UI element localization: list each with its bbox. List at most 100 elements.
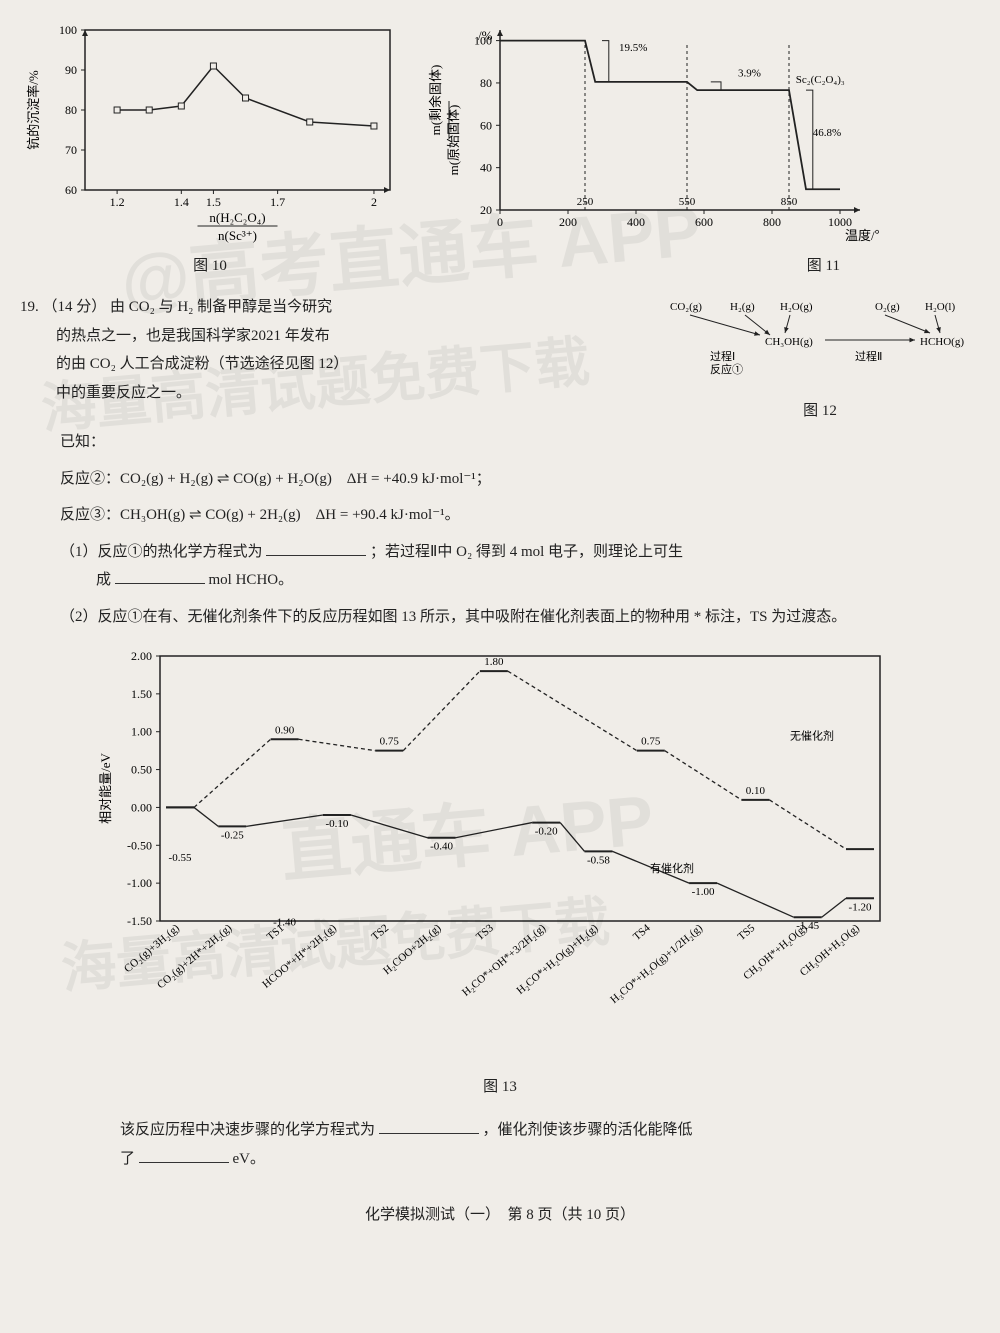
- svg-text:60: 60: [480, 118, 492, 132]
- svg-text:-0.10: -0.10: [325, 818, 348, 830]
- q19-part1-a: （1）反应①的热化学方程式为: [60, 544, 263, 560]
- blank-step[interactable]: [379, 1118, 479, 1134]
- svg-text:250: 250: [577, 196, 594, 208]
- q19-intro-l4: 中的重要反应之一。: [56, 385, 191, 401]
- svg-text:-1.00: -1.00: [692, 886, 715, 898]
- svg-text:H₂COO+2H₂(g): H₂COO+2H₂(g): [381, 922, 444, 977]
- q19-part1-d: mol HCHO。: [209, 572, 294, 588]
- q19-bottom-a: 该反应历程中决速步骤的化学方程式为: [120, 1122, 375, 1138]
- svg-text:0.10: 0.10: [746, 785, 766, 797]
- q19-bottom-d: eV。: [233, 1151, 266, 1167]
- svg-text:过程Ⅰ: 过程Ⅰ: [710, 350, 735, 363]
- svg-text:1.50: 1.50: [131, 687, 152, 701]
- svg-text:90: 90: [65, 63, 77, 77]
- svg-text:1.4: 1.4: [174, 195, 189, 209]
- svg-text:CH₃OH(g): CH₃OH(g): [765, 336, 813, 348]
- svg-text:H₂(g): H₂(g): [730, 301, 755, 313]
- svg-text:-1.00: -1.00: [127, 876, 152, 890]
- q19-bottom: 该反应历程中决速步骤的化学方程式为 ，催化剂使该步骤的活化能降低 了 eV。: [120, 1116, 980, 1173]
- q19-points: （14 分）: [43, 299, 107, 315]
- svg-text:-0.20: -0.20: [535, 826, 558, 838]
- svg-text:H₃CO*+H₂O(g)+1/2H₂(g): H₃CO*+H₂O(g)+1/2H₂(g): [608, 922, 705, 1006]
- blank-mol[interactable]: [115, 568, 205, 584]
- q19-intro-l1: 由 CO₂ 与 H₂ 制备甲醇是当今研究: [110, 299, 332, 315]
- q19-part1-b: ；若过程Ⅱ中 O₂ 得到 4 mol 电子，则理论上可生: [370, 544, 683, 560]
- svg-text:-0.40: -0.40: [430, 841, 453, 853]
- svg-text:过程Ⅱ: 过程Ⅱ: [855, 350, 882, 363]
- blank-ev[interactable]: [139, 1147, 229, 1163]
- svg-text:800: 800: [763, 215, 781, 229]
- q19-intro-l2: 的热点之一，也是我国科学家2021 年发布: [56, 328, 330, 344]
- svg-text:-1.20: -1.20: [849, 901, 872, 913]
- svg-text:46.8%: 46.8%: [813, 127, 841, 139]
- svg-text:n(Sc³⁺): n(Sc³⁺): [218, 228, 257, 243]
- q19-part2: （2）反应①在有、无催化剂条件下的反应历程如图 13 所示，其中吸附在催化剂表面…: [60, 603, 980, 632]
- fig12: CO₂(g)H₂(g)H₂O(g)O₂(g)H₂O(l)CH₃OH(g)HCHO…: [660, 285, 980, 420]
- svg-text:-0.25: -0.25: [221, 829, 244, 841]
- svg-text:/%: /%: [478, 28, 493, 43]
- chart10: 607080901001.21.41.51.72钪的沉淀率/%n(H₂C₂O₄)…: [20, 20, 400, 275]
- svg-text:400: 400: [627, 215, 645, 229]
- svg-text:2: 2: [371, 195, 377, 209]
- fig12-caption: 图 12: [660, 399, 980, 420]
- svg-text:m(原始固体): m(原始固体): [446, 105, 461, 176]
- q19-bottom-c: 了: [120, 1151, 135, 1167]
- svg-text:19.5%: 19.5%: [619, 42, 647, 54]
- q19-intro-l3: 的由 CO₂ 人工合成淀粉（节选途径见图 12）: [56, 356, 348, 372]
- svg-text:0: 0: [497, 215, 503, 229]
- svg-text:80: 80: [480, 76, 492, 90]
- svg-text:m(剩余固体): m(剩余固体): [428, 65, 443, 136]
- svg-text:O₂(g): O₂(g): [875, 301, 900, 313]
- blank-rxn1[interactable]: [266, 540, 366, 556]
- svg-text:反应①: 反应①: [710, 362, 743, 376]
- svg-text:温度/℃: 温度/℃: [845, 228, 880, 243]
- svg-text:3.9%: 3.9%: [738, 68, 761, 80]
- svg-text:80: 80: [65, 103, 77, 117]
- q19-intro-row: 19. （14 分） 由 CO₂ 与 H₂ 制备甲醇是当今研究 的热点之一，也是…: [20, 285, 980, 420]
- svg-text:1.00: 1.00: [131, 725, 152, 739]
- svg-text:0.75: 0.75: [380, 736, 400, 748]
- svg-text:无催化剂: 无催化剂: [790, 728, 834, 742]
- q19-rxn2: 反应②：CO₂(g) + H₂(g) ⇌ CO(g) + H₂O(g) ΔH =…: [60, 465, 980, 494]
- svg-text:-1.50: -1.50: [127, 914, 152, 928]
- q19-part1: （1）反应①的热化学方程式为 ；若过程Ⅱ中 O₂ 得到 4 mol 电子，则理论…: [60, 538, 980, 595]
- svg-text:0.50: 0.50: [131, 763, 152, 777]
- chart11: 2040608010002004006008001000m(剩余固体)m(原始固…: [420, 20, 880, 275]
- q19-rxn3: 反应③：CH₃OH(g) ⇌ CO(g) + 2H₂(g) ΔH = +90.4…: [60, 501, 980, 530]
- svg-text:TS3: TS3: [474, 922, 496, 943]
- svg-text:0.00: 0.00: [131, 800, 152, 814]
- svg-text:TS5: TS5: [736, 922, 758, 943]
- svg-text:1.80: 1.80: [484, 656, 504, 668]
- svg-text:有催化剂: 有催化剂: [650, 861, 694, 875]
- svg-text:100: 100: [59, 23, 77, 37]
- svg-text:-0.50: -0.50: [127, 838, 152, 852]
- svg-text:相对能量/eV: 相对能量/eV: [98, 753, 113, 824]
- svg-text:CO₂(g): CO₂(g): [670, 301, 702, 313]
- svg-text:-0.58: -0.58: [587, 854, 610, 866]
- q19-bottom-b: ，催化剂使该步骤的活化能降低: [483, 1122, 693, 1138]
- svg-text:TS4: TS4: [631, 922, 653, 943]
- svg-text:200: 200: [559, 215, 577, 229]
- q19-known: 已知：: [60, 428, 980, 457]
- svg-text:850: 850: [781, 196, 798, 208]
- svg-text:HCHO(g): HCHO(g): [920, 336, 964, 348]
- svg-text:600: 600: [695, 215, 713, 229]
- svg-text:20: 20: [480, 203, 492, 217]
- chart13: -1.50 -1.00 -0.50 0.00 0.50 1.00 1.50 2.00 相对能量/…: [90, 641, 910, 1096]
- page-footer: 化学模拟测试（一） 第 8 页（共 10 页）: [20, 1203, 980, 1224]
- svg-text:钪的沉淀率/%: 钪的沉淀率/%: [26, 70, 41, 150]
- chart10-caption: 图 10: [20, 254, 400, 275]
- svg-text:2.00: 2.00: [131, 649, 152, 663]
- svg-text:0.75: 0.75: [641, 736, 661, 748]
- top-charts-row: 607080901001.21.41.51.72钪的沉淀率/%n(H₂C₂O₄)…: [20, 20, 980, 275]
- q19-part1-c: 成: [96, 572, 111, 588]
- svg-text:1.5: 1.5: [206, 195, 221, 209]
- svg-text:1.7: 1.7: [270, 195, 285, 209]
- q19-number: 19.: [20, 299, 39, 315]
- svg-text:70: 70: [65, 143, 77, 157]
- svg-text:1.2: 1.2: [110, 195, 125, 209]
- chart13-caption: 图 13: [90, 1075, 910, 1096]
- svg-text:40: 40: [480, 161, 492, 175]
- chart11-caption: 图 11: [420, 254, 840, 275]
- svg-text:60: 60: [65, 183, 77, 197]
